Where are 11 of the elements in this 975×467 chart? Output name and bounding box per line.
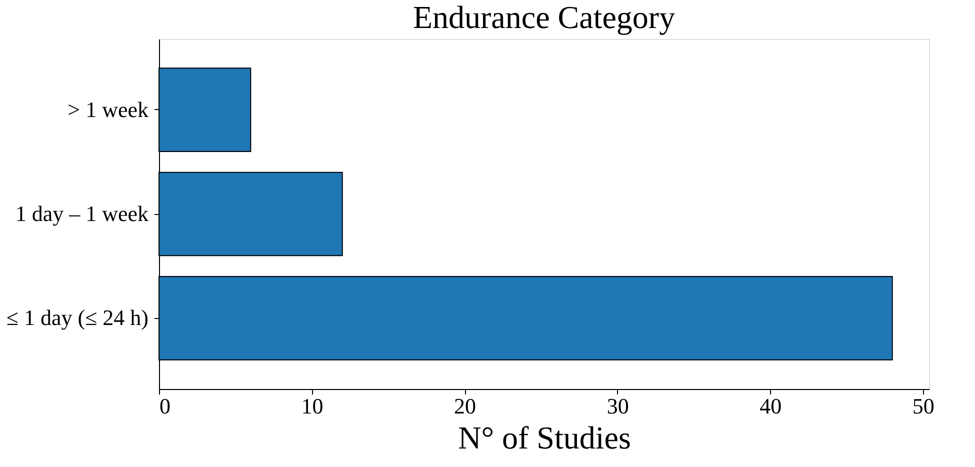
y-tick-label: 1 day – 1 week [15, 201, 148, 226]
x-tick-label: 30 [606, 394, 629, 418]
x-tick-label: 20 [454, 394, 476, 418]
x-tick-label: 10 [301, 394, 324, 418]
y-tick-label: ≤ 1 day (≤ 24 h) [6, 305, 148, 330]
x-tick-label: 0 [160, 394, 170, 418]
chart-title: Endurance Category [412, 0, 676, 35]
x-tick-label: 40 [760, 394, 782, 418]
x-axis-title: N° of Studies [458, 420, 631, 456]
y-tick-label: > 1 week [68, 96, 148, 122]
x-tick-label: 50 [912, 394, 934, 418]
